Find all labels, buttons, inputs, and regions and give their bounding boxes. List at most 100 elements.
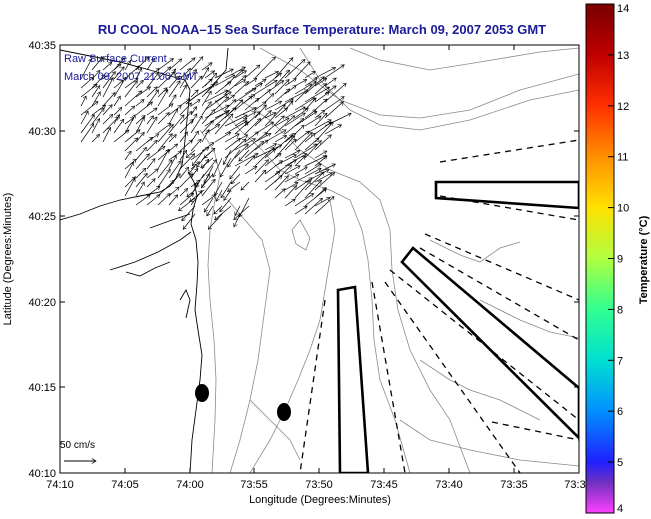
current-vector	[230, 165, 241, 179]
current-vector	[304, 78, 317, 87]
current-vector	[234, 81, 249, 95]
current-vector	[146, 108, 157, 116]
current-vector	[214, 205, 223, 214]
current-vector	[314, 135, 331, 151]
current-vector	[204, 109, 229, 127]
current-vector	[124, 66, 139, 80]
current-vector	[254, 148, 274, 167]
current-vector	[201, 91, 212, 107]
current-vector	[294, 132, 312, 151]
current-vector	[157, 72, 175, 89]
colorbar-tick-label: 11	[617, 152, 628, 164]
legend-line-2: March 09, 2007 21:00 GMT	[64, 71, 199, 83]
current-vector	[157, 134, 172, 152]
current-vector	[224, 121, 247, 135]
current-vector	[204, 165, 214, 183]
current-vector	[168, 109, 178, 125]
current-vector	[135, 100, 144, 107]
current-vector	[235, 205, 241, 216]
current-vector	[223, 149, 232, 165]
current-vector	[179, 174, 193, 188]
colorbar-tick-label: 13	[617, 50, 629, 62]
current-vector	[314, 164, 335, 175]
coastline	[60, 47, 229, 473]
map-plot-area: Raw Surface Current March 09, 2007 21:00…	[60, 45, 579, 473]
x-axis-label: Longitude (Degrees:Minutes)	[249, 494, 391, 506]
current-vector	[304, 71, 315, 79]
current-vector	[254, 80, 277, 95]
current-vector	[157, 160, 172, 179]
y-tick-label: 40:20	[28, 297, 56, 309]
current-vector	[284, 166, 300, 175]
current-vector	[80, 59, 92, 80]
current-vector	[264, 73, 282, 87]
current-vector	[168, 156, 176, 170]
current-vector	[264, 71, 279, 79]
current-vector	[294, 125, 304, 135]
current-vector	[124, 130, 140, 143]
current-vector	[254, 160, 269, 175]
current-vector	[80, 96, 86, 107]
current-vector	[294, 156, 305, 167]
current-vector	[204, 90, 228, 103]
current-vector	[254, 78, 266, 87]
current-vector	[244, 141, 264, 159]
current-vector	[80, 115, 94, 134]
current-vector	[274, 189, 285, 199]
current-vector	[284, 186, 297, 199]
current-vector	[201, 130, 209, 143]
current-vector	[135, 168, 146, 179]
current-vector	[264, 153, 281, 167]
current-vector	[314, 151, 327, 159]
current-vector	[190, 139, 201, 152]
current-vector	[234, 96, 252, 111]
current-vector	[179, 197, 196, 211]
current-vector	[168, 174, 180, 188]
current-vector	[294, 181, 311, 199]
current-vector	[214, 108, 236, 127]
current-vector	[102, 105, 112, 116]
current-vector	[157, 113, 169, 125]
current-vector	[135, 87, 151, 98]
current-vector	[224, 134, 239, 143]
current-vector	[214, 132, 231, 143]
current-vector	[157, 180, 174, 197]
current-vector	[234, 108, 256, 119]
surface-current-vectors	[80, 57, 351, 230]
current-vector	[91, 134, 100, 143]
current-vector	[220, 197, 232, 212]
y-tick-label: 40:10	[28, 468, 56, 480]
current-vector	[244, 166, 257, 175]
y-axis	[60, 44, 579, 474]
current-vector	[146, 87, 157, 98]
current-vector	[157, 169, 170, 188]
current-vector	[190, 147, 209, 161]
current-vector	[204, 82, 218, 95]
x-tick-label: 73:35	[500, 479, 528, 491]
current-vector	[294, 79, 307, 87]
current-vector	[190, 90, 198, 98]
current-vector	[186, 149, 196, 158]
current-vector	[264, 101, 282, 111]
current-vector	[314, 173, 335, 191]
current-vector	[102, 72, 115, 89]
marker-dot-1	[195, 384, 209, 402]
current-vector	[124, 138, 138, 152]
current-vector	[304, 189, 326, 207]
current-vector	[294, 178, 312, 191]
current-vector	[146, 159, 155, 170]
figure-title: RU COOL NOAA–15 Sea Surface Temperature:…	[98, 22, 546, 37]
current-vector	[264, 113, 276, 119]
current-vector	[168, 81, 180, 98]
x-tick-label: 74:05	[111, 479, 139, 491]
current-vector	[146, 186, 160, 197]
current-vector	[146, 146, 165, 161]
current-vector	[244, 156, 255, 167]
current-vector	[215, 205, 232, 220]
current-vector	[264, 161, 282, 175]
current-vector	[157, 123, 171, 134]
current-vector	[294, 131, 309, 143]
current-vector	[244, 98, 259, 111]
current-vector	[284, 199, 295, 207]
